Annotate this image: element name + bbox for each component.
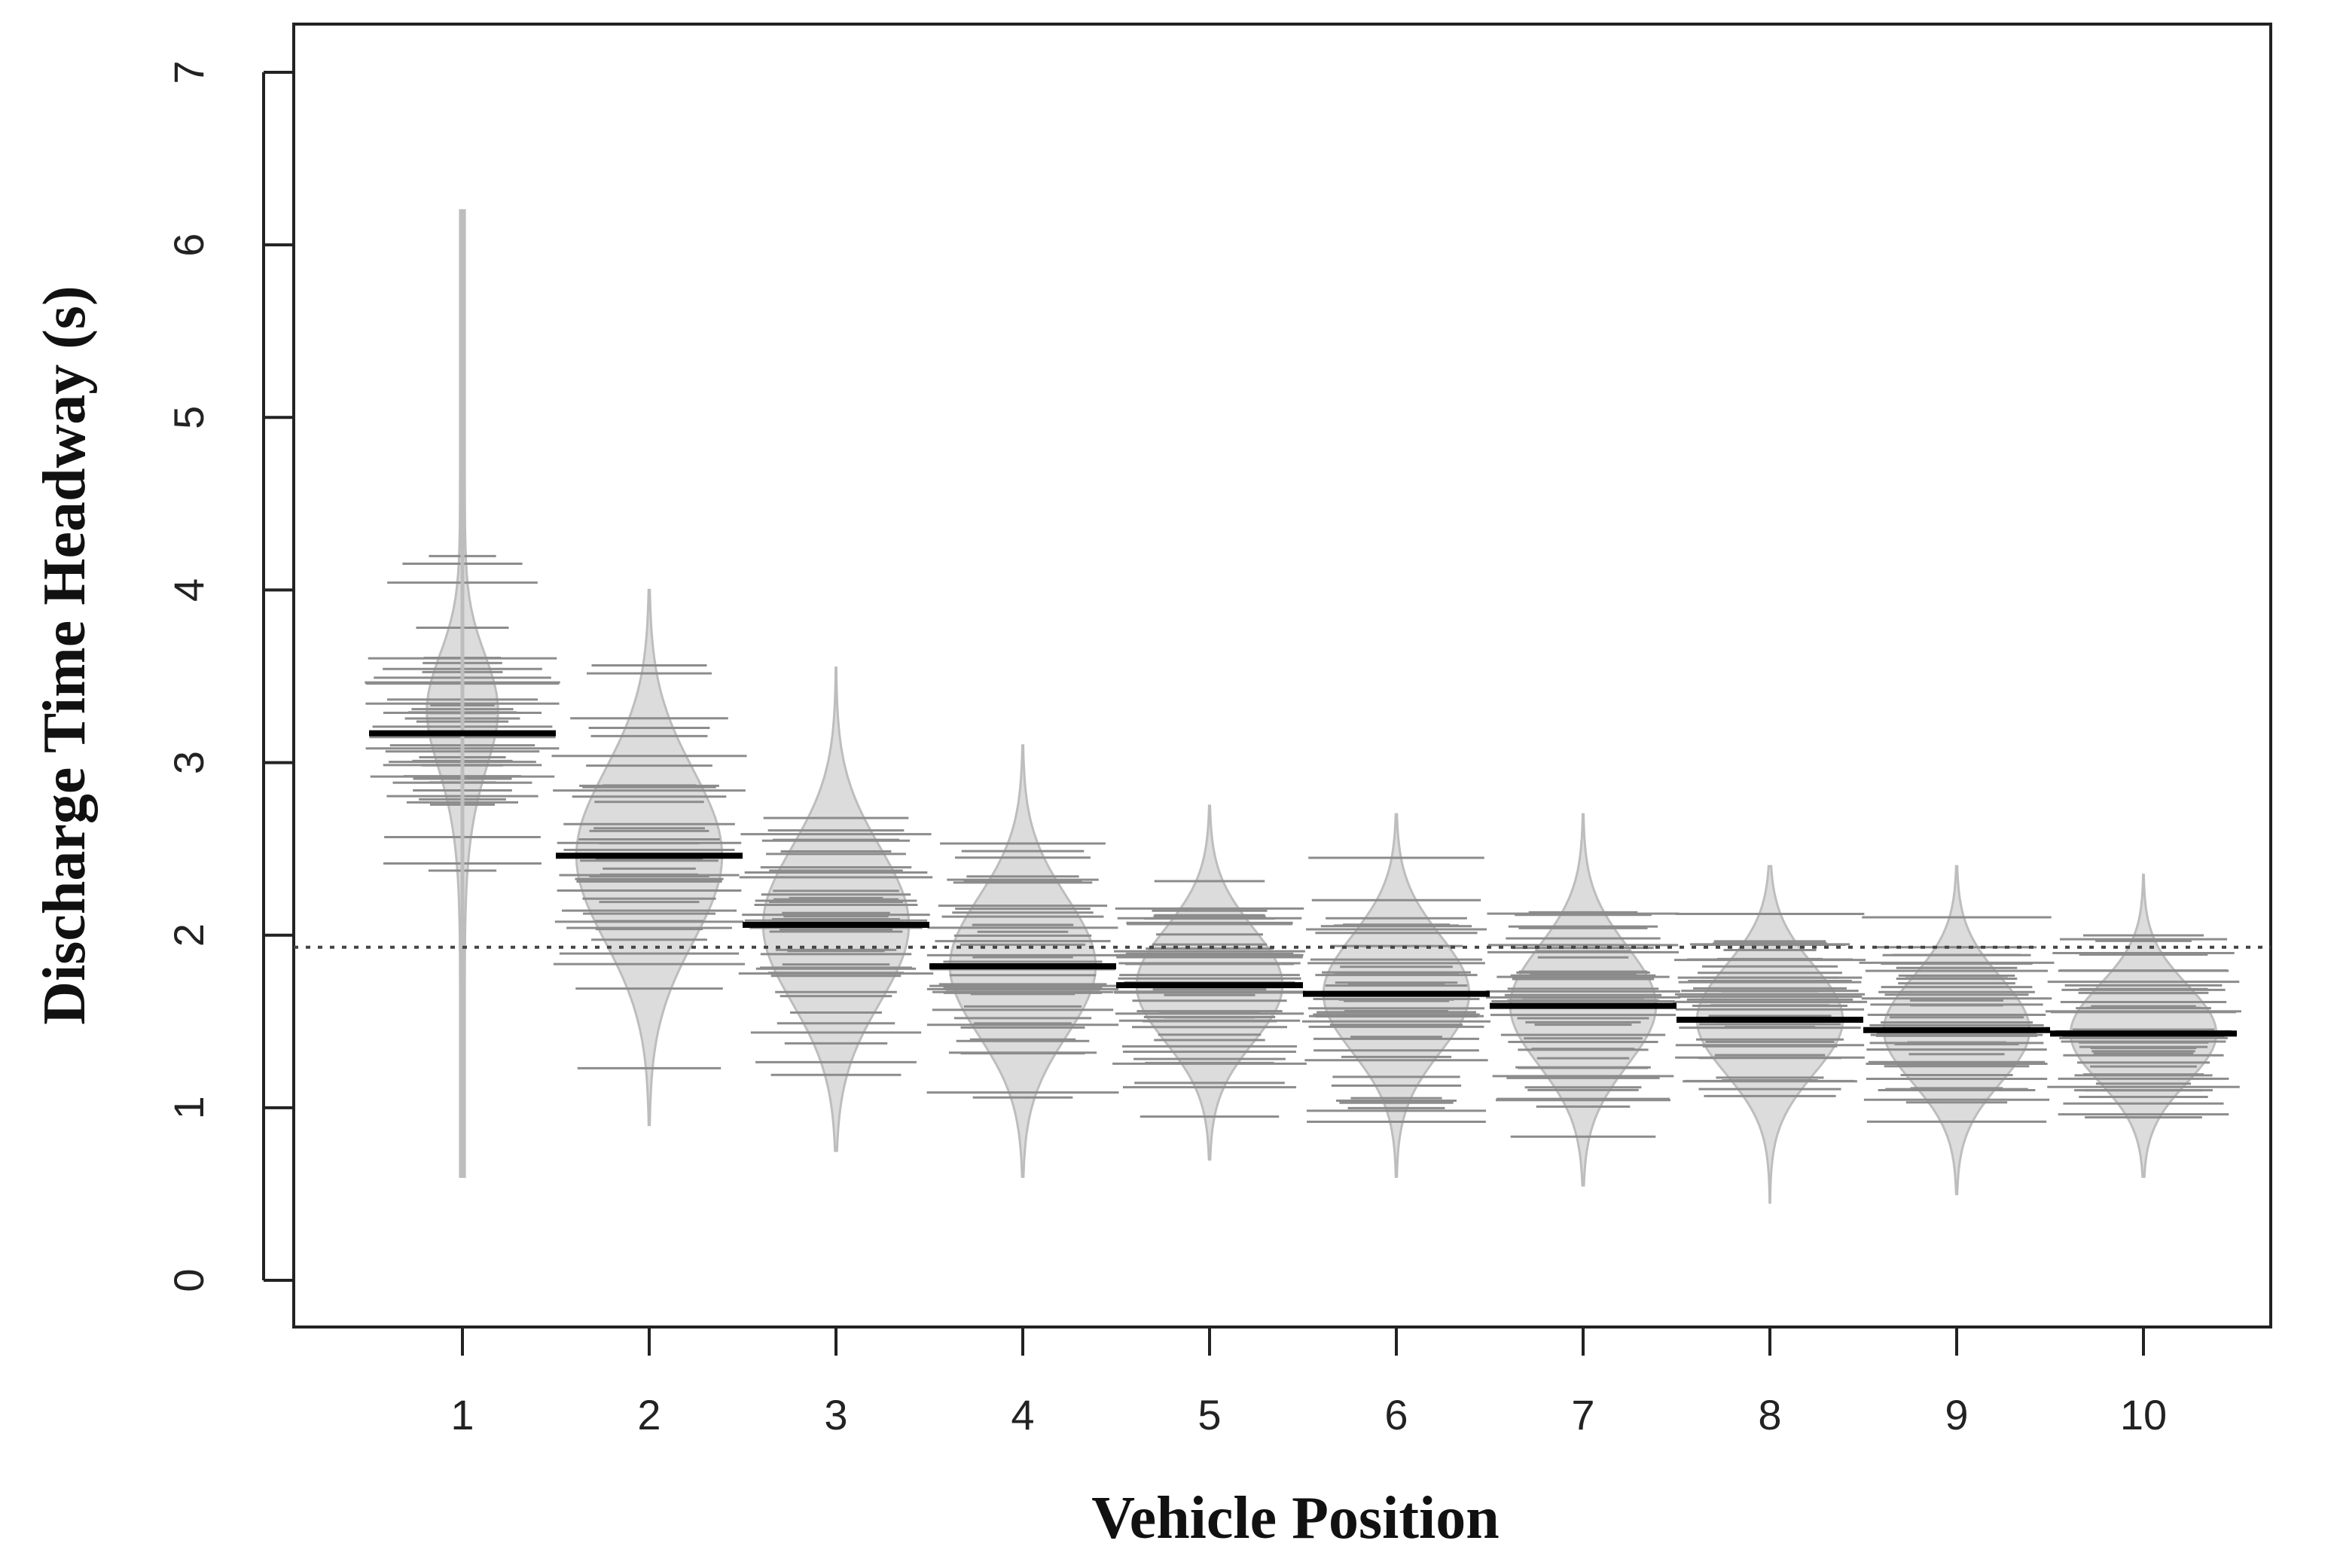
- mean-lines-layer: [369, 730, 2237, 1037]
- bean-density-shape: [761, 667, 911, 1152]
- x-tick-label: 10: [2120, 1391, 2167, 1438]
- x-tick-label: 1: [450, 1391, 474, 1438]
- y-tick-label: 0: [165, 1268, 212, 1292]
- y-tick-label: 2: [165, 923, 212, 947]
- x-tick-label: 5: [1198, 1391, 1221, 1438]
- x-tick-label: 7: [1571, 1391, 1594, 1438]
- x-tick-label: 3: [824, 1391, 847, 1438]
- x-tick-label: 6: [1384, 1391, 1408, 1438]
- x-axis-title: Vehicle Position: [1091, 1485, 1499, 1551]
- x-axis: 1 2 3 4 5 6 7 8 9 10: [450, 1325, 2167, 1438]
- x-tick-label: 8: [1758, 1391, 1781, 1438]
- bean-4: [926, 744, 1119, 1178]
- y-tick-label: 5: [165, 406, 212, 429]
- beans-layer: [365, 209, 2241, 1204]
- y-tick-label: 1: [165, 1096, 212, 1119]
- y-tick-label: 7: [165, 60, 212, 84]
- bean-10: [2046, 874, 2241, 1178]
- bean-8: [1673, 865, 1867, 1204]
- y-tick-label: 6: [165, 233, 212, 257]
- y-axis: 0 1 2 3 4 5 6 7: [165, 60, 294, 1292]
- bean-1: [365, 209, 560, 1178]
- plot-frame: [292, 23, 2272, 1329]
- bean-density-shape: [2069, 874, 2218, 1178]
- bean-7: [1485, 813, 1681, 1187]
- y-tick-label: 3: [165, 751, 212, 774]
- y-tick-label: 4: [165, 578, 212, 602]
- y-axis-title: Discharge Time Headway (s): [32, 285, 98, 1024]
- bean-density-shape: [1695, 865, 1844, 1204]
- x-tick-label: 4: [1011, 1391, 1034, 1438]
- x-tick-label: 9: [1945, 1391, 1968, 1438]
- bean-3: [738, 667, 934, 1152]
- x-tick-label: 2: [637, 1391, 661, 1438]
